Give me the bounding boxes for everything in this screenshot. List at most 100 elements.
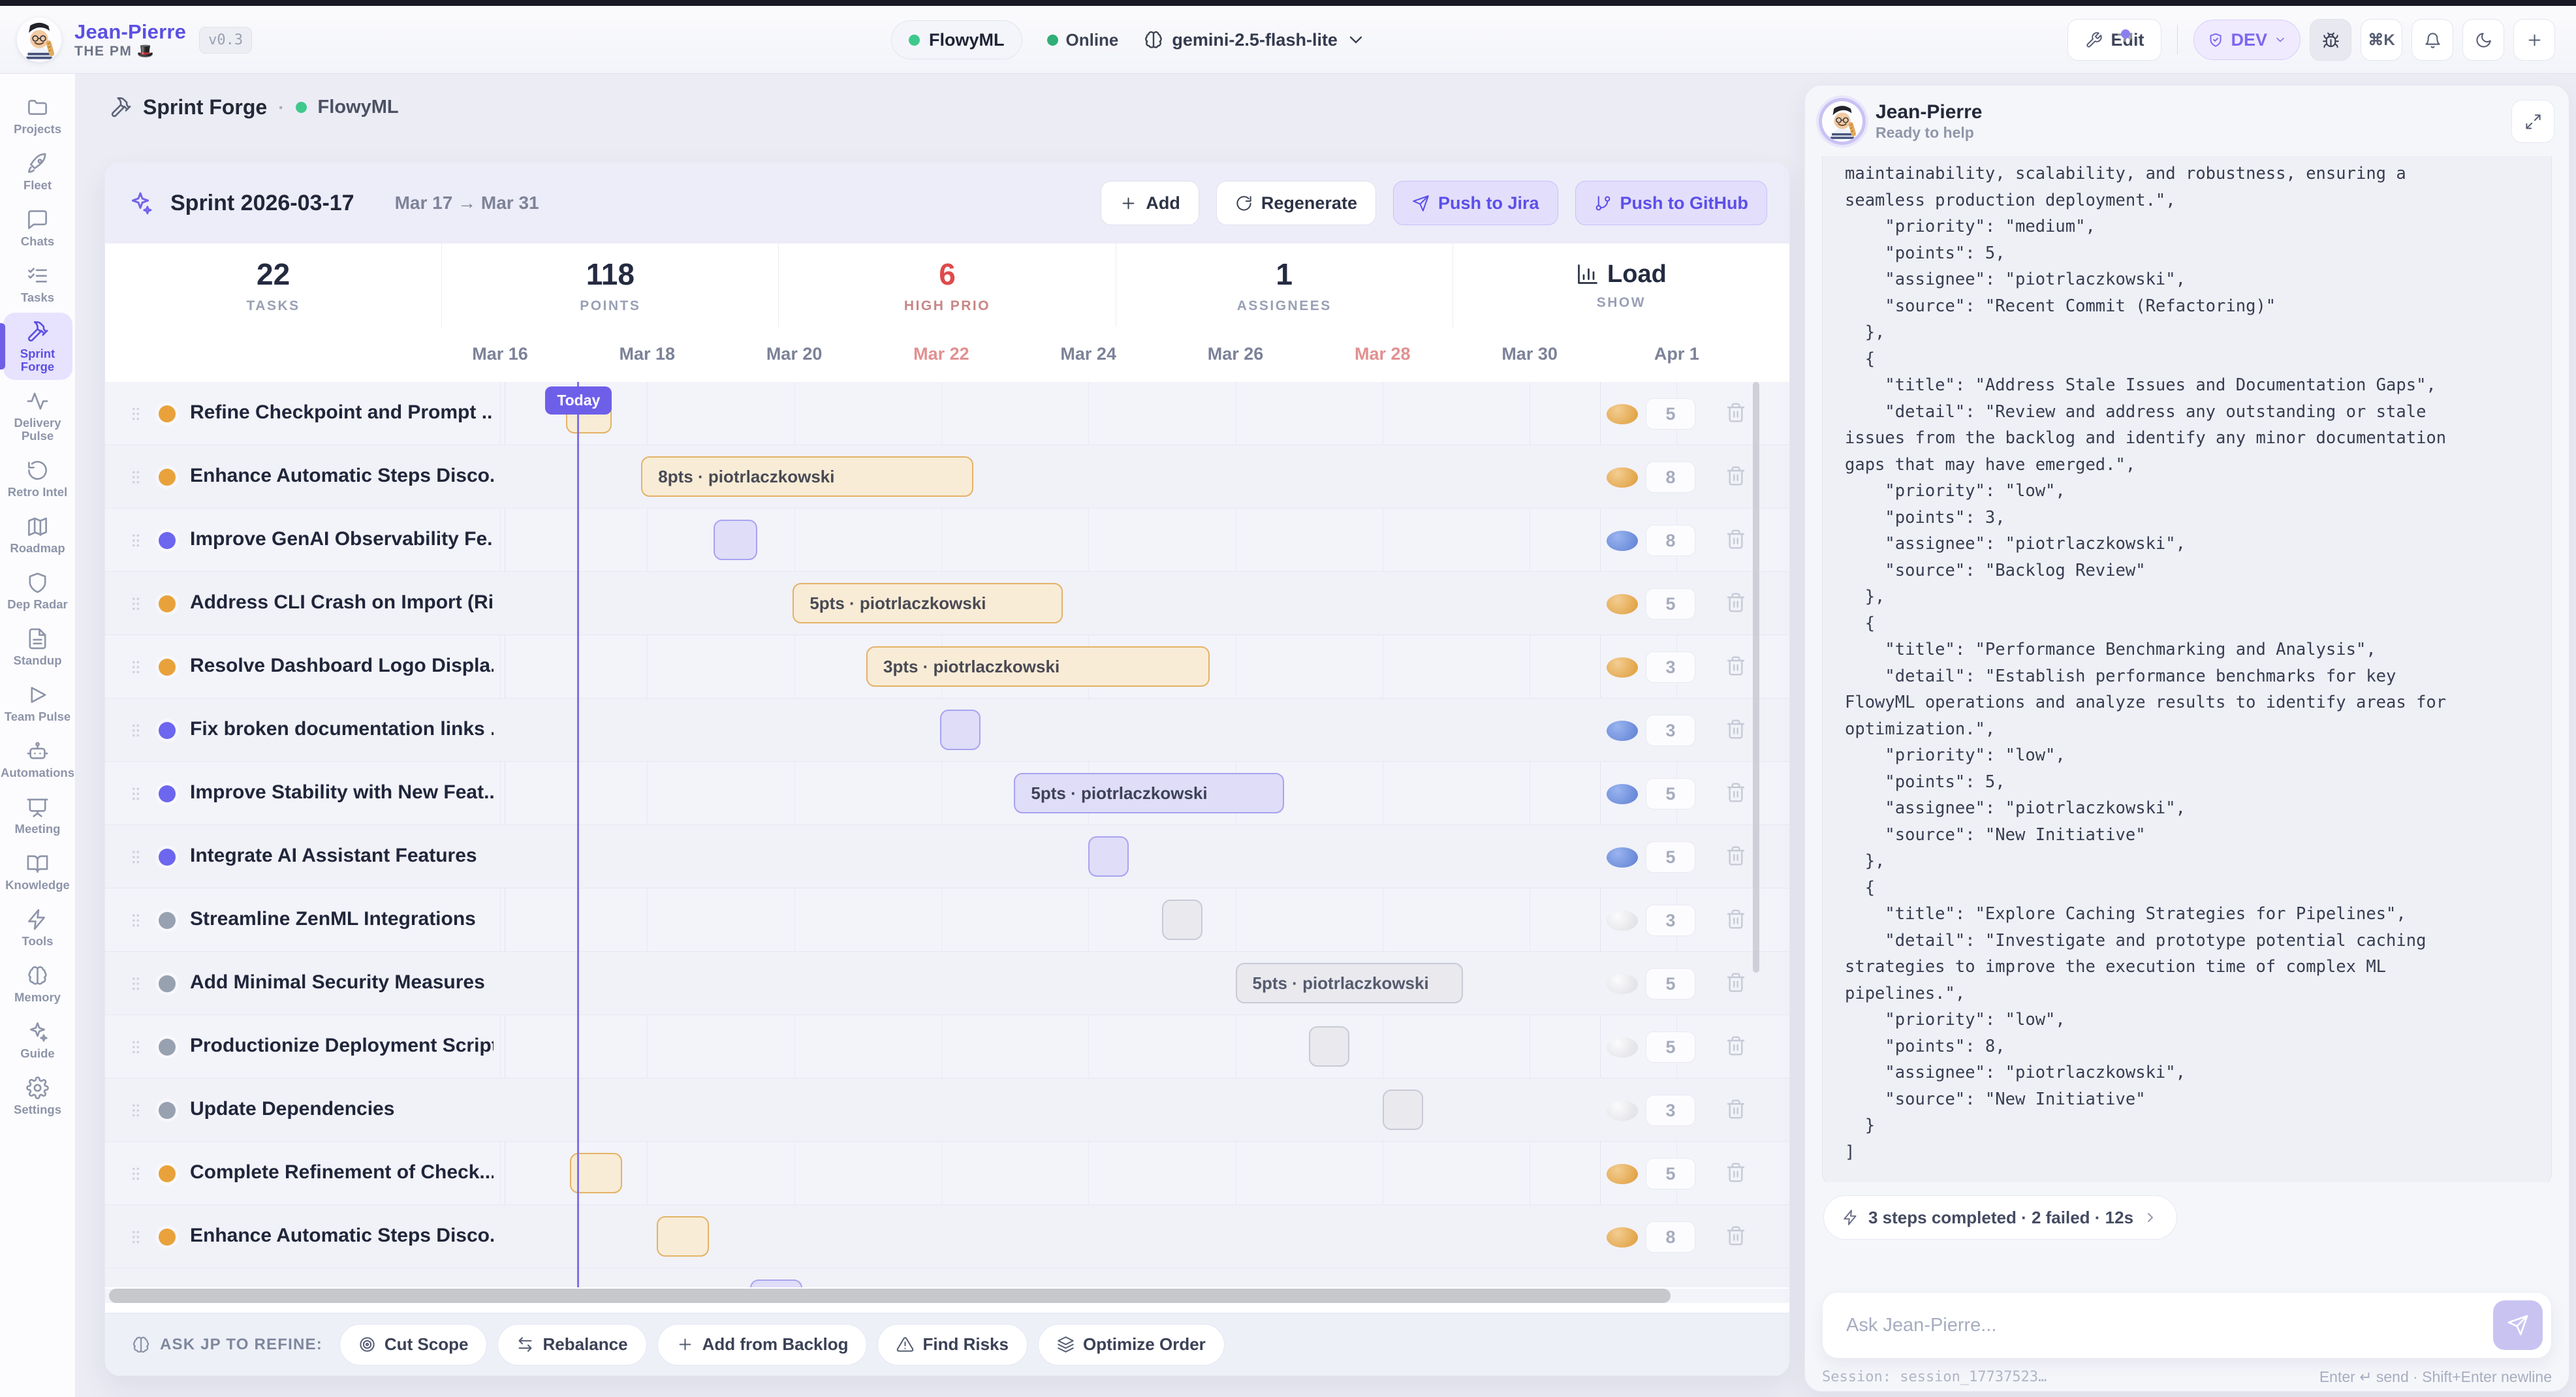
refine-action-find-risks[interactable]: Find Risks <box>877 1323 1028 1366</box>
trash-icon[interactable] <box>1725 782 1746 803</box>
regenerate-button[interactable]: Regenerate <box>1216 181 1376 225</box>
points-input[interactable]: 5 <box>1646 841 1695 873</box>
assistant-message-area[interactable]: maintainability, scalability, and robust… <box>1805 156 2569 1182</box>
trash-icon[interactable] <box>1725 592 1746 613</box>
sidebar-item-tasks[interactable]: Tasks <box>3 257 72 311</box>
drag-handle-icon[interactable] <box>127 972 144 996</box>
trash-icon[interactable] <box>1725 402 1746 423</box>
trash-icon[interactable] <box>1725 1225 1746 1246</box>
gantt-task-bar[interactable]: 3pts · piotrlaczkowski <box>866 646 1210 687</box>
sidebar-item-sprint-forge[interactable]: Sprint Forge <box>0 313 72 380</box>
drag-handle-icon[interactable] <box>127 909 144 932</box>
steps-summary-pill[interactable]: 3 steps completed · 2 failed · 12s <box>1823 1195 2178 1240</box>
sidebar-item-automations[interactable]: Automations <box>1 732 74 786</box>
gantt-task-bar[interactable]: 5pts · piotrlaczkowski <box>1235 963 1463 1003</box>
points-input[interactable]: 5 <box>1646 778 1695 809</box>
sidebar-item-delivery-pulse[interactable]: Delivery Pulse <box>3 382 72 449</box>
gantt-task-bar[interactable]: 8pts · piotrlaczkowski <box>641 456 974 497</box>
trash-icon[interactable] <box>1725 1162 1746 1183</box>
drag-handle-icon[interactable] <box>127 1162 144 1185</box>
points-input[interactable]: 5 <box>1646 968 1695 999</box>
sidebar-item-fleet[interactable]: Fleet <box>3 144 72 198</box>
trash-icon[interactable] <box>1725 1099 1746 1120</box>
drag-handle-icon[interactable] <box>127 529 144 552</box>
points-input[interactable]: 3 <box>1646 715 1695 746</box>
sidebar-item-roadmap[interactable]: Roadmap <box>3 507 72 561</box>
vertical-scrollbar-thumb[interactable] <box>1753 382 1759 973</box>
add-task-button[interactable]: Add <box>1101 181 1199 225</box>
points-input[interactable]: 3 <box>1646 905 1695 936</box>
refine-action-add-from-backlog[interactable]: Add from Backlog <box>657 1323 868 1366</box>
sidebar-item-standup[interactable]: Standup <box>3 620 72 674</box>
gantt-task-bar[interactable] <box>939 710 981 750</box>
points-input[interactable]: 3 <box>1646 1095 1695 1126</box>
points-input[interactable]: 5 <box>1646 1031 1695 1063</box>
sidebar-item-settings[interactable]: Settings <box>3 1069 72 1123</box>
trash-icon[interactable] <box>1725 1035 1746 1056</box>
trash-icon[interactable] <box>1725 719 1746 740</box>
gantt-task-bar[interactable] <box>1088 836 1129 877</box>
drag-handle-icon[interactable] <box>127 845 144 869</box>
debug-button[interactable] <box>2310 19 2351 61</box>
points-input[interactable]: 8 <box>1646 525 1695 556</box>
drag-handle-icon[interactable] <box>127 1225 144 1249</box>
sidebar-item-knowledge[interactable]: Knowledge <box>3 844 72 898</box>
drag-handle-icon[interactable] <box>127 1035 144 1059</box>
model-selector[interactable]: gemini-2.5-flash-lite <box>1143 29 1366 50</box>
command-palette-button[interactable]: ⌘K <box>2361 19 2402 61</box>
project-pill[interactable]: FlowyML <box>891 20 1022 59</box>
points-input[interactable]: 5 <box>1646 398 1695 430</box>
trash-icon[interactable] <box>1725 845 1746 866</box>
points-input[interactable]: 5 <box>1646 1158 1695 1189</box>
trash-icon[interactable] <box>1725 465 1746 486</box>
trash-icon[interactable] <box>1725 972 1746 993</box>
add-new-button[interactable] <box>2513 19 2555 61</box>
trash-icon[interactable] <box>1725 529 1746 550</box>
theme-toggle-button[interactable] <box>2462 19 2504 61</box>
edit-button[interactable]: Edit <box>2067 19 2162 61</box>
sidebar-item-projects[interactable]: Projects <box>3 88 72 142</box>
gantt-task-bar[interactable] <box>750 1279 802 1287</box>
sidebar-item-team-pulse[interactable]: Team Pulse <box>3 676 72 730</box>
horizontal-scrollbar-thumb[interactable] <box>109 1289 1671 1303</box>
drag-handle-icon[interactable] <box>127 465 144 489</box>
expand-panel-button[interactable] <box>2511 100 2554 143</box>
drag-handle-icon[interactable] <box>127 782 144 806</box>
trash-icon[interactable] <box>1725 655 1746 676</box>
horizontal-scrollbar[interactable] <box>105 1289 1789 1303</box>
points-input[interactable]: 5 <box>1646 588 1695 620</box>
refine-action-optimize-order[interactable]: Optimize Order <box>1037 1323 1225 1366</box>
trash-icon[interactable] <box>1725 909 1746 930</box>
assistant-input[interactable] <box>1845 1313 2493 1337</box>
refine-action-cut-scope[interactable]: Cut Scope <box>339 1323 488 1366</box>
gantt-task-bar[interactable]: 5pts · piotrlaczkowski <box>1014 773 1284 813</box>
gantt-task-bar[interactable] <box>713 520 758 560</box>
notifications-button[interactable] <box>2411 19 2453 61</box>
drag-handle-icon[interactable] <box>127 592 144 616</box>
sidebar-item-chats[interactable]: Chats <box>3 200 72 255</box>
env-badge[interactable]: DEV <box>2121 20 2301 60</box>
refine-action-rebalance[interactable]: Rebalance <box>497 1323 647 1366</box>
drag-handle-icon[interactable] <box>127 719 144 742</box>
push-to-jira-button[interactable]: Push to Jira <box>1392 181 1558 225</box>
sidebar-item-dep-radar[interactable]: Dep Radar <box>3 563 72 618</box>
points-input[interactable]: 8 <box>1646 1221 1695 1253</box>
sidebar-item-tools[interactable]: Tools <box>3 900 72 954</box>
stat-show[interactable]: Load SHOW <box>1453 243 1789 327</box>
drag-handle-icon[interactable] <box>127 655 144 679</box>
push-to-github-button[interactable]: Push to GitHub <box>1575 181 1767 225</box>
sidebar-item-retro-intel[interactable]: Retro Intel <box>3 451 72 505</box>
points-input[interactable]: 3 <box>1646 651 1695 683</box>
sidebar-item-meeting[interactable]: Meeting <box>3 788 72 842</box>
gantt-task-bar[interactable] <box>1161 900 1202 940</box>
gantt-task-bar[interactable] <box>1382 1090 1423 1130</box>
sidebar-item-guide[interactable]: Guide <box>3 1012 72 1067</box>
gantt-task-bar[interactable]: 5pts · piotrlaczkowski <box>793 583 1063 623</box>
points-input[interactable]: 8 <box>1646 462 1695 493</box>
drag-handle-icon[interactable] <box>127 402 144 426</box>
sidebar-item-memory[interactable]: Memory <box>3 956 72 1011</box>
drag-handle-icon[interactable] <box>127 1099 144 1122</box>
send-button[interactable] <box>2493 1300 2543 1350</box>
gantt-task-bar[interactable] <box>1309 1026 1350 1067</box>
gantt-task-bar[interactable] <box>656 1216 709 1257</box>
